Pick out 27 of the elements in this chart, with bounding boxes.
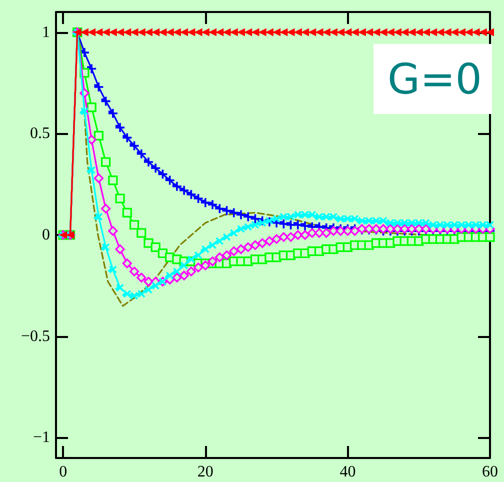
point: [108, 108, 118, 118]
point: [208, 200, 218, 210]
point: [215, 204, 224, 214]
point: [194, 194, 203, 204]
x-tick-label: 20: [197, 464, 214, 480]
x-tick-label: 60: [482, 464, 498, 480]
point: [158, 170, 168, 179]
y-tick-label: −0.5: [20, 328, 50, 345]
point: [122, 133, 132, 142]
x-tick-label: 0: [59, 464, 68, 480]
point: [116, 123, 125, 132]
y-tick-label: 0: [42, 226, 50, 244]
annotation: G=0: [388, 54, 482, 104]
point: [236, 210, 246, 220]
y-tick-label: −1: [32, 429, 50, 446]
x-tick-label: 40: [340, 464, 356, 480]
point: [186, 190, 196, 199]
y-tick-label: 1: [42, 24, 50, 41]
point: [151, 164, 160, 173]
point: [94, 82, 104, 92]
point: [144, 158, 153, 167]
y-tick-label: 0.5: [30, 125, 50, 142]
point: [172, 182, 182, 191]
point: [180, 186, 189, 195]
point: [200, 198, 210, 208]
point: [229, 208, 238, 218]
point: [136, 149, 146, 158]
